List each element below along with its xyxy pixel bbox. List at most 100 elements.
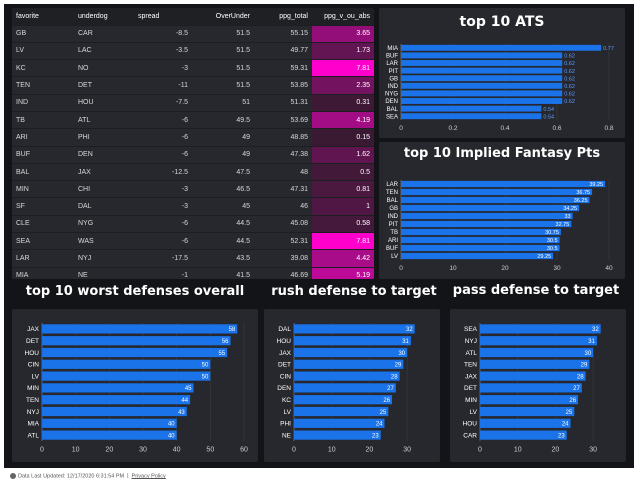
category-label: LV [32, 373, 40, 380]
cell-overunder: 47.5 [192, 162, 254, 181]
category-label: BAL [387, 198, 399, 204]
data-label: 44 [181, 398, 188, 404]
x-tick-label: 10 [449, 265, 457, 272]
privacy-policy-link[interactable]: Privacy Policy [131, 473, 166, 480]
header-ppg-v-ou-abs[interactable]: ppg_v_ou_abs [312, 8, 374, 25]
cell-favorite: SF [12, 197, 74, 216]
cell-overunder: 51.5 [192, 41, 254, 60]
cell-spread: -7.5 [134, 93, 192, 112]
bar [401, 188, 593, 196]
table-row: IND HOU -7.5 51 51.31 0.31 [12, 93, 374, 112]
x-tick-label: 10 [328, 447, 336, 454]
cell-underdog: HOU [74, 93, 134, 112]
cell-favorite: BAL [12, 162, 74, 181]
cell-favorite: LV [12, 41, 74, 60]
bar [480, 371, 586, 381]
footer-separator: | [127, 473, 129, 480]
category-label: LV [391, 254, 398, 260]
cell-favorite: CLE [12, 214, 74, 233]
cell-spread: -3 [134, 180, 192, 198]
cell-underdog: WAS [74, 232, 134, 250]
data-label: 40 [168, 433, 175, 439]
category-label: NYG [385, 92, 398, 98]
x-tick-label: 20 [105, 447, 113, 454]
category-label: DET [278, 362, 291, 369]
cell-ppg-v-ou-abs: 3.65 [312, 24, 374, 43]
category-label: CAR [463, 432, 477, 439]
x-tick-label: 0.2 [448, 125, 457, 132]
data-label: 28 [577, 374, 584, 380]
category-label: IND [388, 84, 399, 90]
cell-ppg-v-ou-abs: 0.81 [312, 180, 374, 198]
cell-favorite: TEN [12, 76, 74, 95]
bar [401, 67, 563, 74]
cell-underdog: JAX [74, 162, 134, 181]
data-label: 29.25 [537, 254, 551, 260]
data-label: 39.25 [589, 182, 603, 188]
cell-favorite: ARI [12, 128, 74, 147]
category-label: NYJ [27, 409, 39, 416]
data-label: 28 [391, 374, 398, 380]
cell-ppg-total: 47.31 [254, 180, 312, 198]
data-label: 50 [202, 374, 209, 380]
header-overunder[interactable]: OverUnder [192, 8, 254, 25]
cell-ppg-total: 46 [254, 197, 312, 216]
category-label: TB [390, 230, 398, 236]
bar [480, 395, 579, 405]
category-label: PIT [389, 222, 399, 228]
bar [294, 383, 396, 393]
category-label: LAR [386, 182, 398, 188]
cell-ppg-total: 53.69 [254, 110, 312, 129]
bar [294, 430, 381, 440]
bar [480, 324, 601, 334]
data-label: 36.75 [576, 190, 590, 196]
header-underdog[interactable]: underdog [74, 8, 134, 25]
category-label: BUF [386, 246, 398, 252]
data-label: 24 [376, 422, 383, 428]
data-label: 56 [222, 339, 229, 345]
bar [480, 383, 582, 393]
bar [401, 90, 563, 97]
data-label: 23 [372, 433, 379, 439]
header-favorite[interactable]: favorite [12, 8, 74, 25]
data-label: 29 [581, 363, 588, 369]
cell-underdog: NE [74, 266, 134, 279]
cell-ppg-total: 45.08 [254, 214, 312, 233]
category-label: JAX [465, 373, 478, 380]
x-tick-label: 20 [501, 265, 509, 272]
category-label: DET [464, 385, 477, 392]
ats-chart: 0 0.2 0.4 0.6 0.8 MIA 0.77 BUF 0.62 LAR 0.62 PIT 0.6… [385, 44, 614, 132]
cell-overunder: 44.5 [192, 214, 254, 233]
bar [401, 113, 542, 120]
pass-title: pass defense to target [452, 283, 620, 298]
x-tick-label: 10 [72, 447, 80, 454]
data-label: 25 [566, 410, 573, 416]
cell-spread: -8.5 [134, 24, 192, 43]
data-label: 25 [380, 410, 387, 416]
bar [401, 204, 580, 212]
table-body: GB CAR -8.5 51.5 55.15 3.65 LV LAC -3.5 51.5 49.77… [12, 24, 374, 279]
games-table-panel: favorite underdog spread OverUnder ppg_t… [12, 8, 374, 279]
data-label: 36.25 [574, 198, 588, 204]
bar [401, 75, 563, 82]
data-label: 32 [592, 327, 599, 333]
category-label: DEN [277, 385, 291, 392]
table-row: KC NO -3 51.5 59.31 7.81 [12, 59, 374, 77]
table-header-row: favorite underdog spread OverUnder ppg_t… [12, 8, 374, 25]
cell-underdog: NO [74, 59, 134, 77]
header-ppg-total[interactable]: ppg_total [254, 8, 312, 25]
header-spread[interactable]: spread [134, 8, 192, 25]
table-row: BUF DEN -6 49 47.38 1.62 [12, 145, 374, 164]
data-label: 0.54 [543, 107, 554, 113]
cell-ppg-total: 55.15 [254, 24, 312, 43]
cell-ppg-v-ou-abs: 4.42 [312, 249, 374, 268]
cell-favorite: MIA [12, 266, 74, 279]
table-row: LAR NYJ -17.5 43.5 39.08 4.42 [12, 249, 374, 268]
cell-ppg-v-ou-abs: 4.19 [312, 110, 374, 129]
cell-favorite: GB [12, 24, 74, 43]
data-label: 23 [558, 433, 565, 439]
bar [42, 430, 177, 440]
x-tick-label: 0.4 [500, 125, 509, 132]
x-tick-label: 30 [139, 447, 147, 454]
table-row: ARI PHI -6 49 48.85 0.15 [12, 128, 374, 147]
